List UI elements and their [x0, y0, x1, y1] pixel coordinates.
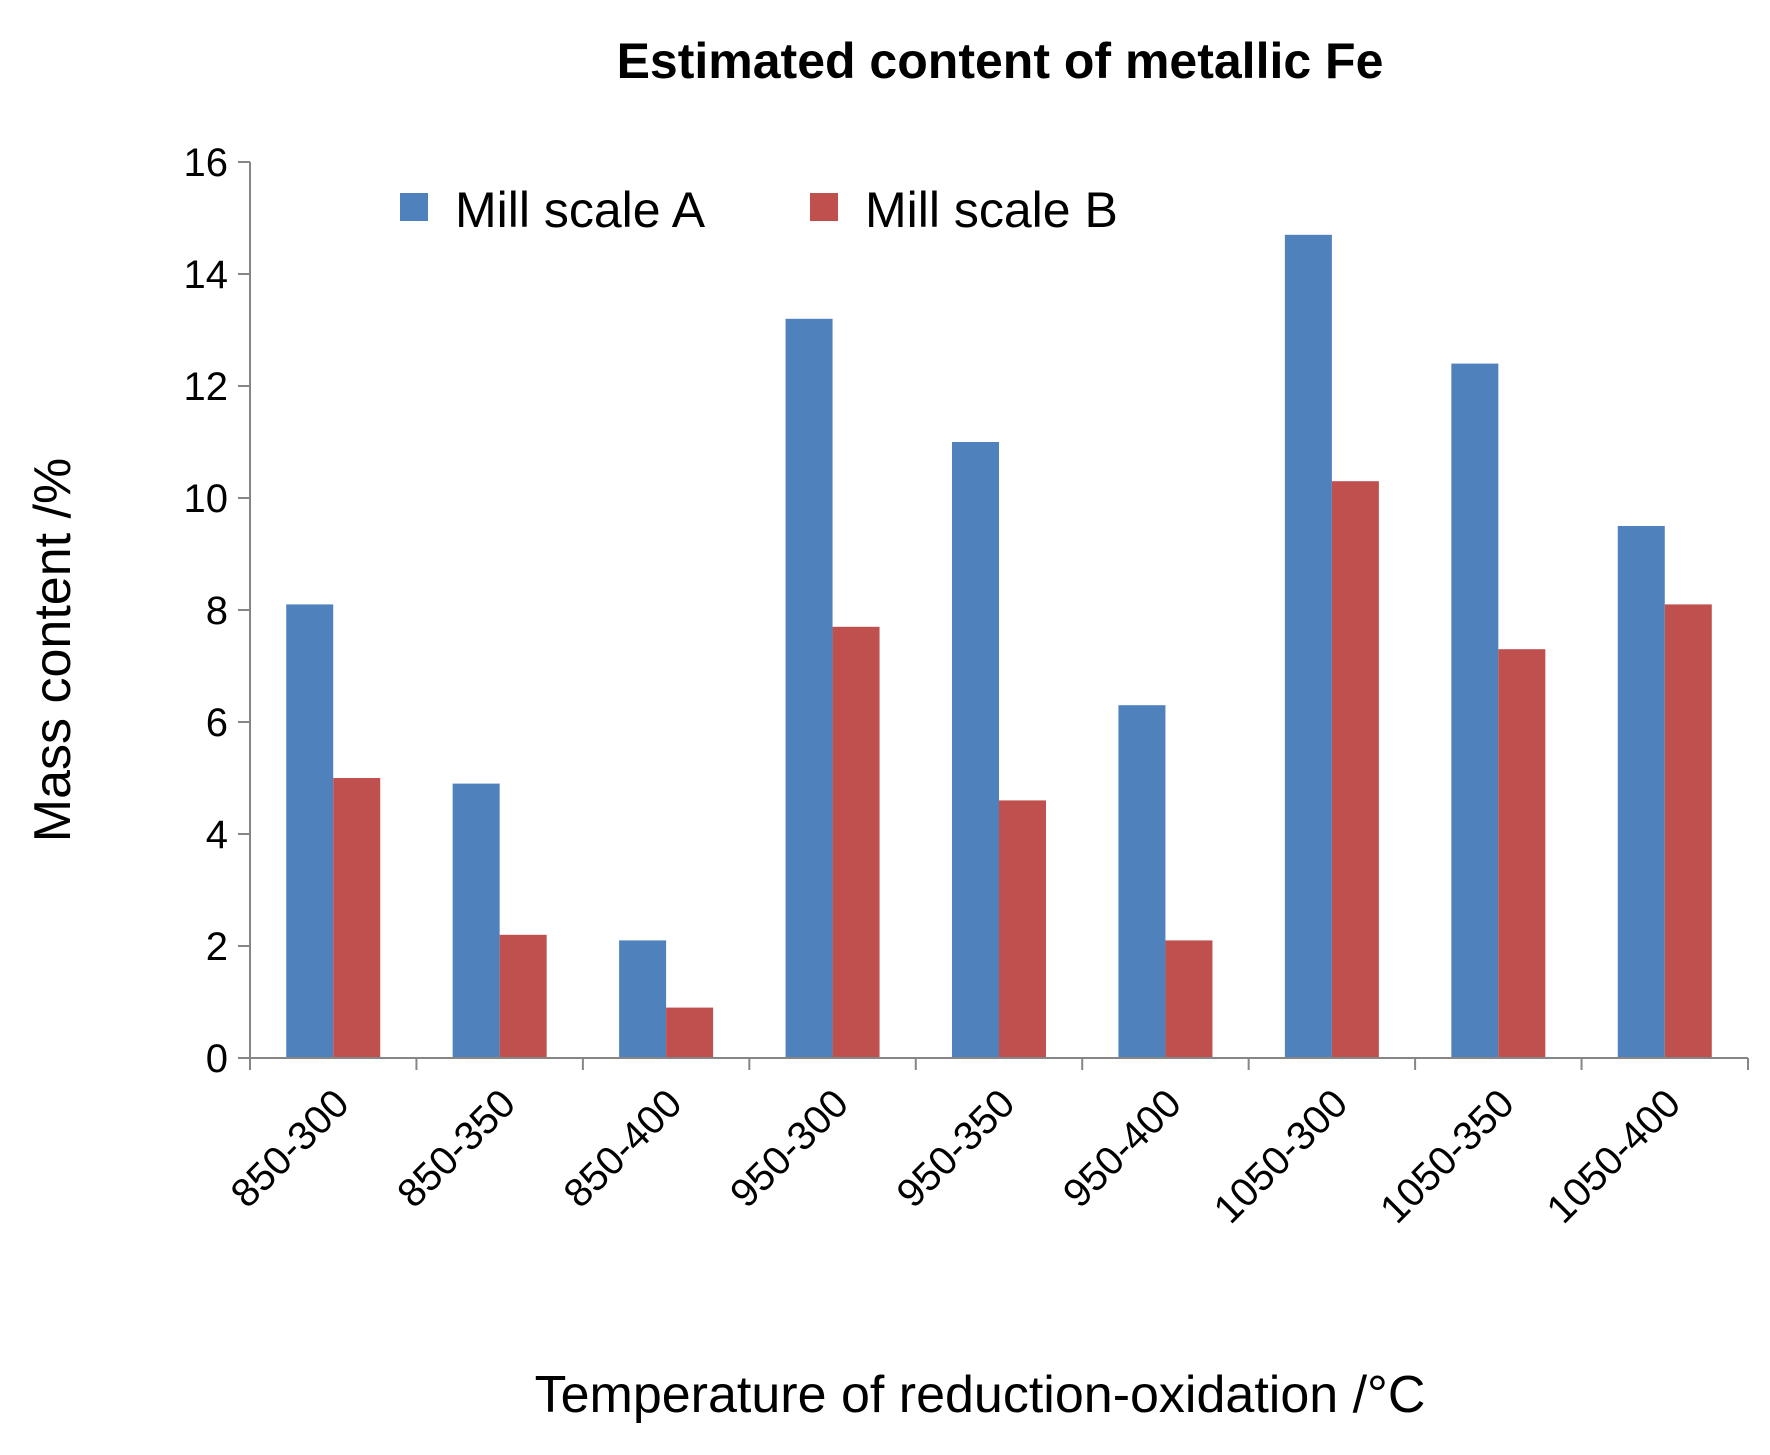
bar-mill-scale-a-850-400 [619, 940, 667, 1058]
legend-swatch [400, 193, 428, 221]
bar-mill-scale-b-1050-400 [1664, 604, 1712, 1058]
y-tick-label: 8 [206, 589, 228, 633]
bar-mill-scale-b-850-350 [499, 934, 547, 1058]
y-tick-label: 16 [184, 141, 229, 185]
x-tick-label: 1050-400 [1538, 1081, 1689, 1232]
x-tick-label: 950-300 [722, 1081, 857, 1216]
x-tick-label: 850-400 [556, 1081, 691, 1216]
y-tick-label: 14 [184, 253, 229, 297]
y-axis-ticks: 0 2 4 6 8 10 12 14 16 [184, 141, 250, 1081]
bar-mill-scale-a-950-350 [952, 442, 999, 1058]
x-tick-label: 850-350 [389, 1081, 524, 1216]
y-tick-label: 10 [184, 477, 229, 521]
x-axis-label: Temperature of reduction-oxidation /°C [535, 1366, 1426, 1424]
bar-mill-scale-a-950-300 [785, 318, 833, 1058]
x-tick-label: 1050-350 [1372, 1081, 1523, 1232]
x-tick-label: 850-300 [223, 1081, 358, 1216]
y-axis-label: Mass content /% [24, 458, 82, 842]
bar-mill-scale-b-950-400 [1165, 940, 1213, 1058]
bar-mill-scale-a-850-350 [452, 783, 500, 1058]
x-tick-label: 950-400 [1055, 1081, 1190, 1216]
bar-mill-scale-a-1050-300 [1284, 234, 1332, 1059]
bar-mill-scale-b-1050-300 [1331, 481, 1379, 1058]
legend-swatch [810, 193, 838, 221]
y-tick-label: 0 [206, 1037, 228, 1081]
bar-mill-scale-b-950-350 [999, 800, 1046, 1058]
bar-mill-scale-a-950-400 [1118, 705, 1166, 1058]
x-axis-tick-labels: 850-300 850-350 850-400 950-300 950-350 950-4… [223, 1081, 1689, 1232]
y-tick-label: 6 [206, 701, 228, 745]
bar-mill-scale-a-1050-400 [1617, 526, 1665, 1058]
y-tick-label: 4 [206, 813, 228, 857]
x-tick-label: 1050-300 [1206, 1081, 1357, 1232]
legend-label: Mill scale B [865, 182, 1118, 238]
y-tick-label: 2 [206, 925, 228, 969]
bar-mill-scale-b-850-400 [666, 1007, 714, 1058]
y-tick-label: 12 [184, 365, 229, 409]
chart-title: Estimated content of metallic Fe [617, 33, 1384, 89]
x-axis-ticks [249, 1058, 1749, 1070]
x-tick-label: 950-350 [888, 1081, 1023, 1216]
bars [286, 234, 1712, 1059]
bar-mill-scale-a-1050-350 [1451, 363, 1499, 1059]
bar-mill-scale-a-850-300 [286, 604, 334, 1058]
legend-label: Mill scale A [455, 182, 706, 238]
bar-mill-scale-b-950-300 [832, 626, 880, 1058]
legend: Mill scale A Mill scale B [400, 182, 1118, 238]
bar-mill-scale-b-1050-350 [1498, 649, 1546, 1058]
bar-mill-scale-b-850-300 [333, 778, 381, 1058]
